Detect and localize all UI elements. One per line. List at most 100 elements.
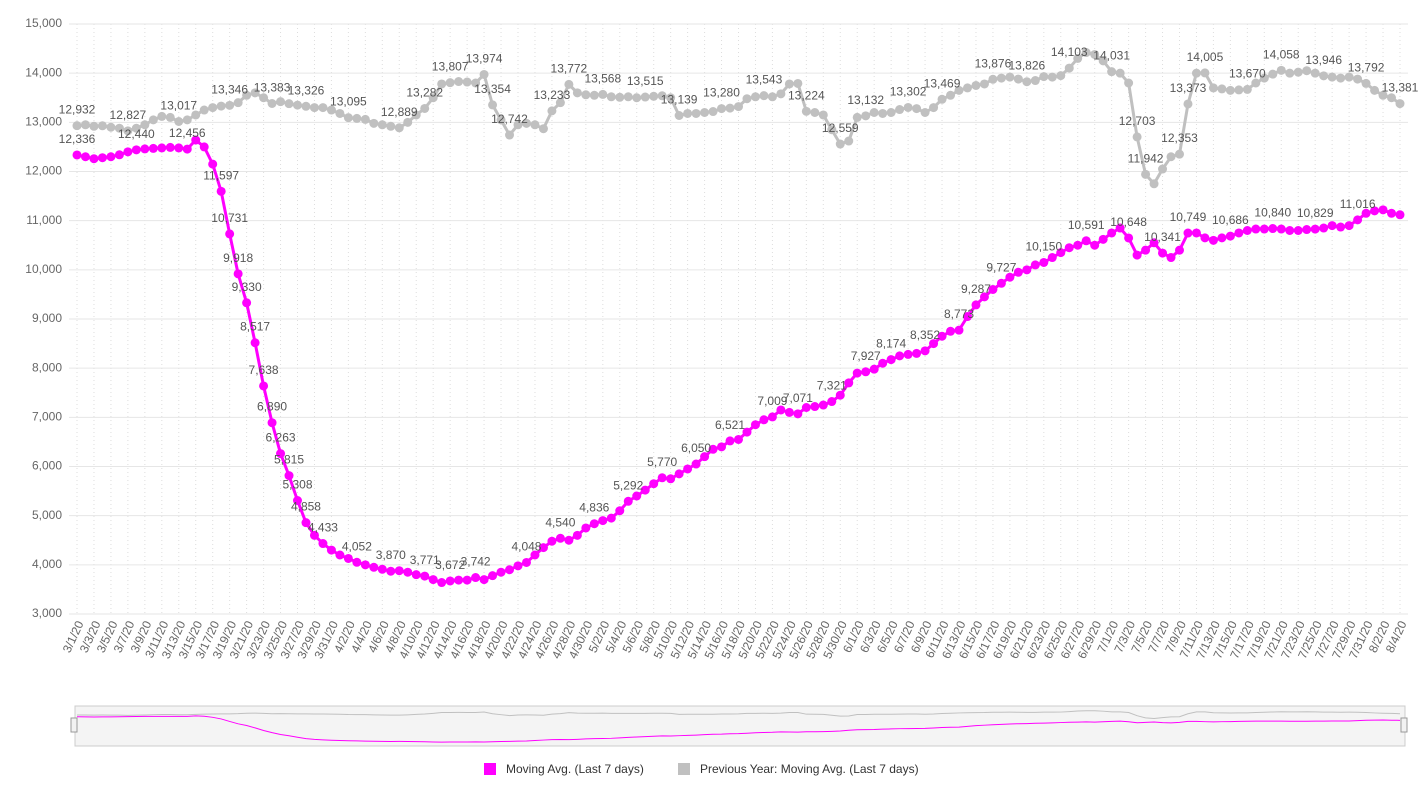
point: [411, 110, 421, 120]
point: [674, 469, 684, 479]
point: [1047, 253, 1057, 263]
point: [623, 92, 633, 102]
point: [606, 92, 616, 102]
point: [818, 400, 828, 410]
point: [717, 104, 727, 114]
point: [1107, 67, 1117, 77]
point: [564, 79, 574, 89]
point: [555, 98, 565, 108]
point: [589, 519, 599, 529]
data-label: 10,648: [1110, 215, 1147, 229]
point: [538, 543, 548, 553]
point: [1234, 85, 1244, 95]
point: [1327, 221, 1337, 231]
point: [250, 338, 260, 348]
point: [114, 150, 124, 160]
point: [301, 101, 311, 111]
point: [411, 570, 421, 580]
legend-item[interactable]: Previous Year: Moving Avg. (Last 7 days): [678, 762, 919, 776]
point: [72, 121, 82, 131]
legend-label[interactable]: Moving Avg. (Last 7 days): [506, 762, 644, 776]
point: [216, 186, 226, 196]
point: [1013, 74, 1023, 84]
point: [1370, 85, 1380, 95]
point: [1098, 234, 1108, 244]
navigator[interactable]: [74, 705, 1406, 747]
point: [360, 114, 370, 124]
point: [988, 285, 998, 294]
data-label: 13,568: [584, 71, 621, 85]
data-label: 11,597: [203, 168, 239, 182]
point: [521, 557, 531, 567]
point: [1242, 226, 1252, 235]
point: [1225, 231, 1235, 241]
point: [581, 523, 591, 533]
legend-swatch[interactable]: [678, 763, 690, 775]
point: [895, 105, 905, 115]
data-label: 4,048: [511, 539, 541, 553]
point: [72, 150, 82, 160]
point: [293, 100, 302, 110]
point: [1115, 223, 1125, 233]
point: [810, 108, 820, 117]
point: [674, 110, 684, 120]
point: [1217, 233, 1227, 243]
data-label: 10,731: [211, 211, 248, 225]
y-tick-label: 10,000: [25, 262, 62, 276]
data-label: 7,927: [851, 349, 881, 363]
data-label: 13,826: [1008, 59, 1045, 73]
data-label: 13,282: [406, 85, 443, 99]
point: [352, 557, 362, 567]
point: [267, 99, 277, 109]
point: [284, 471, 294, 481]
point: [216, 101, 226, 111]
data-label: 10,749: [1170, 210, 1207, 224]
point: [1395, 99, 1405, 109]
navigator-handle[interactable]: [1400, 717, 1408, 733]
data-label: 13,792: [1348, 60, 1385, 74]
point: [996, 278, 1006, 288]
point: [106, 122, 116, 132]
navigator-handle[interactable]: [70, 717, 78, 733]
point: [1268, 224, 1278, 234]
point: [1200, 233, 1210, 243]
data-label: 6,890: [257, 400, 287, 414]
data-label: 3,742: [461, 555, 491, 569]
legend-item[interactable]: Moving Avg. (Last 7 days): [484, 762, 644, 776]
point: [979, 79, 989, 89]
legend-swatch[interactable]: [484, 763, 496, 775]
point: [717, 442, 727, 452]
data-label: 13,139: [661, 92, 698, 106]
point: [301, 518, 311, 528]
point: [827, 125, 837, 135]
point: [759, 91, 769, 101]
point: [191, 110, 201, 120]
point: [1208, 83, 1218, 93]
data-label: 10,591: [1068, 218, 1105, 232]
data-label: 12,889: [381, 105, 418, 119]
data-label: 10,686: [1212, 213, 1249, 227]
point: [1293, 226, 1303, 235]
data-label: 3,672: [435, 558, 465, 572]
y-tick-label: 13,000: [25, 115, 62, 129]
point: [1158, 248, 1168, 258]
point: [1225, 85, 1235, 95]
point: [598, 516, 608, 526]
legend-label[interactable]: Previous Year: Moving Avg. (Last 7 days): [700, 762, 919, 776]
point: [1005, 272, 1015, 282]
point: [666, 474, 676, 484]
point: [666, 93, 676, 103]
point: [903, 102, 913, 112]
point: [445, 576, 455, 586]
y-tick-label: 3,000: [32, 606, 62, 620]
point: [971, 300, 981, 310]
data-label: 13,095: [330, 95, 367, 109]
point: [759, 415, 769, 425]
point: [1387, 93, 1397, 103]
point: [335, 550, 345, 560]
data-label: 10,150: [1025, 239, 1062, 253]
point: [844, 378, 854, 388]
data-label: 13,876: [975, 56, 1012, 70]
point: [1124, 78, 1134, 88]
data-label: 12,559: [822, 121, 859, 135]
